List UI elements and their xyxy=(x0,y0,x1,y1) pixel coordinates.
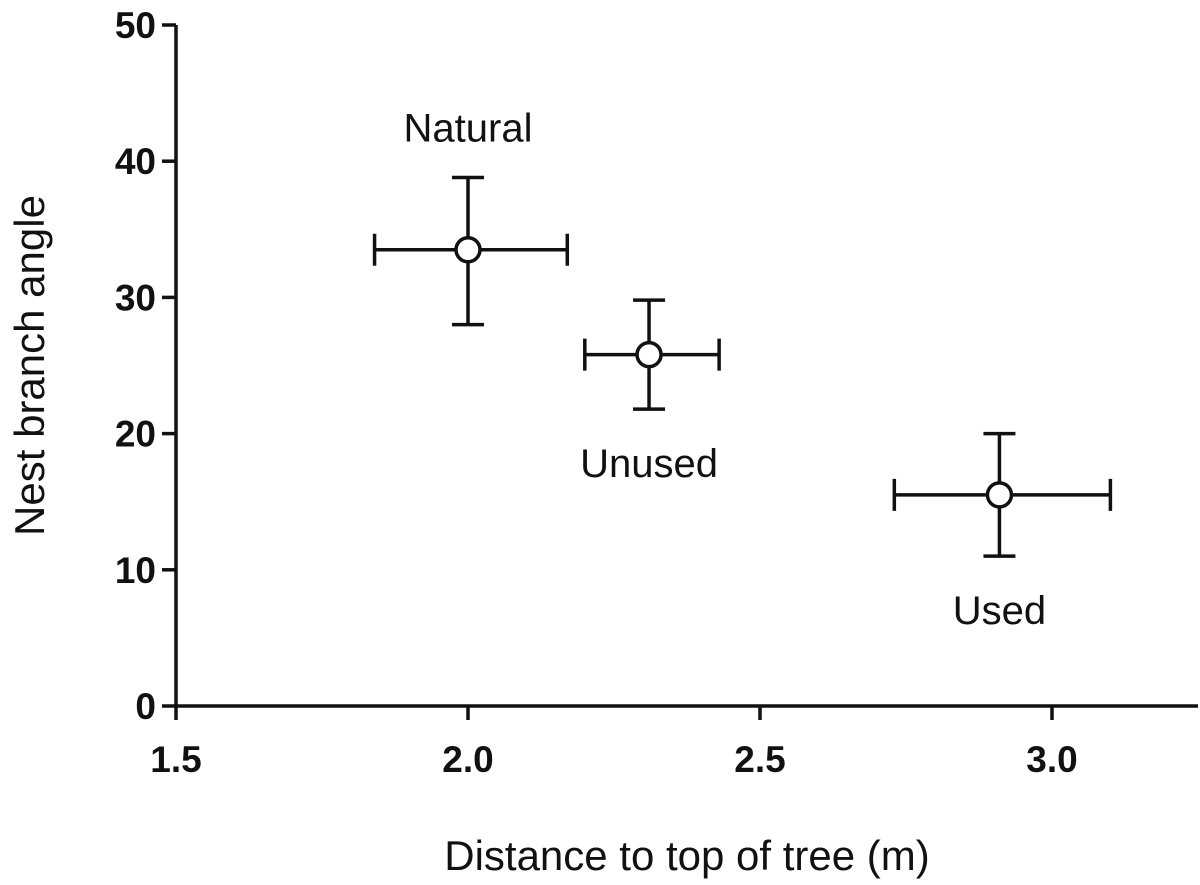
point-marker-used xyxy=(985,481,1014,509)
point-marker-unused xyxy=(635,340,663,369)
x-axis-ticks: 1.5 2.0 2.5 3.0 xyxy=(150,706,1078,780)
x-tick-label-3.0: 3.0 xyxy=(1026,739,1077,780)
point-marker-natural xyxy=(454,235,482,264)
y-tick-label-40: 40 xyxy=(115,141,156,182)
y-tick-label-0: 0 xyxy=(135,686,156,727)
y-axis-title: Nest branch angle xyxy=(6,195,53,536)
y-tick-label-30: 30 xyxy=(115,277,156,318)
point-label-unused: Unused xyxy=(580,442,718,486)
point-label-used: Used xyxy=(953,589,1046,633)
y-tick-label-10: 10 xyxy=(115,550,156,591)
point-unused: Unused xyxy=(580,298,721,486)
point-natural: Natural xyxy=(372,107,570,327)
x-tick-label-1.5: 1.5 xyxy=(150,739,201,780)
x-tick-label-2.0: 2.0 xyxy=(442,739,493,780)
point-label-natural: Natural xyxy=(404,107,533,151)
x-tick-label-2.5: 2.5 xyxy=(734,739,785,780)
x-axis-title: Distance to top of tree (m) xyxy=(444,832,930,879)
data-points: Natural Unused Used xyxy=(372,107,1113,633)
point-used: Used xyxy=(892,431,1113,633)
y-tick-label-50: 50 xyxy=(115,5,156,46)
y-axis-ticks: 0 10 20 30 40 50 xyxy=(115,5,176,727)
y-tick-label-20: 20 xyxy=(115,414,156,455)
